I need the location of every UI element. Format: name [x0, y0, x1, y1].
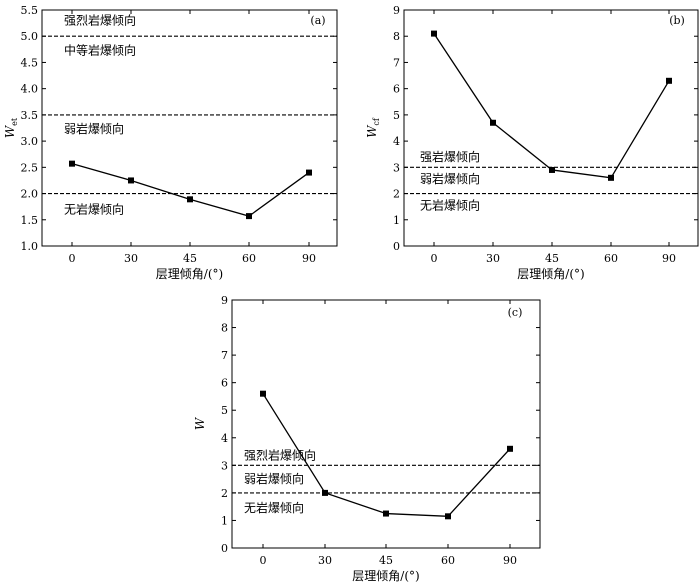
data-point [445, 513, 451, 520]
y-tick-label: 5.5 [21, 4, 39, 17]
data-point [666, 77, 672, 84]
y-tick-label: 3.5 [21, 109, 39, 122]
y-tick-label: 3 [221, 459, 228, 472]
data-point [246, 213, 252, 220]
zone-label: 强烈岩爆倾向 [64, 12, 136, 27]
data-point [490, 119, 496, 126]
panel-label: (b) [669, 14, 685, 27]
y-axis-title: W [193, 416, 207, 430]
y-tick-label: 7 [393, 56, 400, 69]
y-axis-title-main: W [193, 416, 207, 430]
data-point [322, 489, 328, 496]
x-tick-label: 60 [604, 252, 618, 265]
x-tick-label: 60 [441, 554, 455, 567]
data-point [383, 510, 389, 517]
zone-label: 强岩爆倾向 [420, 149, 480, 164]
y-tick-label: 8 [221, 322, 228, 335]
y-axis-title: Wcf [365, 117, 381, 138]
y-tick-label: 5 [393, 109, 400, 122]
data-point [187, 196, 193, 203]
zone-label: 弱岩爆倾向 [420, 171, 480, 186]
y-tick-label: 5.0 [21, 30, 39, 43]
x-tick-label: 0 [260, 554, 267, 567]
zone-label: 强烈岩爆倾向 [244, 448, 316, 463]
plot-frame [403, 9, 699, 247]
y-axis-title-subscript: cf [372, 117, 381, 125]
x-tick-label: 90 [662, 252, 676, 265]
y-tick-label: 4 [393, 135, 400, 148]
data-point [306, 169, 312, 176]
panel-label: (c) [508, 306, 523, 319]
y-tick-label: 3 [393, 161, 400, 174]
zone-label: 无岩爆倾向 [420, 197, 480, 212]
x-tick-label: 0 [431, 252, 438, 265]
panel-label: (a) [310, 14, 325, 27]
y-tick-label: 1 [221, 514, 228, 527]
x-tick-label: 30 [124, 252, 138, 265]
zone-label: 中等岩爆倾向 [64, 42, 136, 57]
data-point [549, 166, 555, 173]
y-tick-label: 4 [221, 432, 228, 445]
y-tick-label: 2.0 [21, 188, 39, 201]
y-tick-label: 9 [393, 4, 400, 17]
x-tick-label: 30 [486, 252, 500, 265]
y-tick-label: 9 [221, 294, 228, 307]
x-tick-label: 45 [545, 252, 559, 265]
x-tick-label: 90 [503, 554, 517, 567]
chart-panel-a: 1.0 1.5 2.0 2.5 3.0 3.5 4.0 4.5 5.0 5.5 0 30 45 60 90 层… [3, 4, 338, 281]
x-axis-title: 层理倾角/(°) [352, 569, 419, 583]
y-tick-label: 4.5 [21, 56, 39, 69]
y-axis-title: Wet [3, 117, 19, 138]
y-axis-title-subscript: et [10, 117, 19, 126]
zone-label: 无岩爆倾向 [244, 500, 304, 515]
x-axis-title: 层理倾角/(°) [156, 267, 223, 281]
y-axis-title-main: W [3, 124, 17, 138]
data-point [128, 177, 134, 184]
y-tick-label: 0 [221, 542, 228, 555]
data-point [608, 174, 614, 181]
x-axis-title: 层理倾角/(°) [517, 267, 584, 281]
y-tick-label: 5 [221, 404, 228, 417]
zone-label: 无岩爆倾向 [64, 201, 124, 216]
data-point [431, 30, 437, 37]
data-point [507, 445, 513, 452]
y-tick-label: 4.0 [21, 83, 39, 96]
y-tick-label: 0 [393, 240, 400, 253]
y-tick-label: 6 [221, 377, 228, 390]
x-tick-label: 60 [242, 252, 256, 265]
data-point [69, 160, 75, 167]
y-tick-label: 1.5 [21, 214, 39, 227]
y-tick-label: 2 [221, 487, 228, 500]
y-axis-title-main: W [365, 124, 379, 138]
x-tick-label: 45 [183, 252, 197, 265]
x-tick-label: 0 [69, 252, 76, 265]
zone-label: 弱岩爆倾向 [244, 471, 304, 486]
x-tick-label: 90 [302, 252, 316, 265]
y-tick-label: 7 [221, 349, 228, 362]
y-tick-label: 2 [393, 188, 400, 201]
x-tick-label: 30 [318, 554, 332, 567]
zone-label: 弱岩爆倾向 [64, 121, 124, 136]
y-tick-label: 3.0 [21, 135, 39, 148]
x-tick-label: 45 [379, 554, 393, 567]
y-tick-label: 2.5 [21, 161, 39, 174]
data-point [260, 390, 266, 397]
y-tick-label: 8 [393, 30, 400, 43]
y-tick-label: 1.0 [21, 240, 39, 253]
y-tick-label: 1 [393, 214, 400, 227]
y-tick-label: 6 [393, 83, 400, 96]
